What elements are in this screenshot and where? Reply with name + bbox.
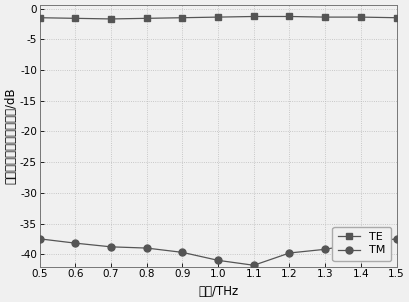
TM bbox=[216, 259, 220, 262]
TM bbox=[144, 246, 149, 250]
TE bbox=[358, 15, 363, 19]
TE bbox=[144, 17, 149, 20]
TE bbox=[109, 17, 114, 21]
TE bbox=[394, 16, 399, 20]
TM bbox=[37, 237, 42, 241]
TM bbox=[394, 237, 399, 241]
Legend: TE, TM: TE, TM bbox=[333, 226, 391, 261]
TE bbox=[216, 15, 220, 19]
Y-axis label: 第二信号输出端输出功率/dB: 第二信号输出端输出功率/dB bbox=[4, 88, 17, 184]
TE bbox=[180, 16, 185, 20]
TM bbox=[252, 263, 256, 267]
X-axis label: 频率/THz: 频率/THz bbox=[198, 285, 238, 298]
TM bbox=[323, 247, 328, 251]
TM bbox=[287, 251, 292, 255]
Line: TM: TM bbox=[36, 235, 400, 269]
TM bbox=[73, 241, 78, 245]
TE bbox=[287, 15, 292, 18]
TE bbox=[323, 15, 328, 19]
TE bbox=[73, 17, 78, 20]
TE bbox=[37, 16, 42, 20]
TM bbox=[358, 241, 363, 245]
TM bbox=[109, 245, 114, 249]
TM bbox=[180, 251, 185, 254]
TE bbox=[252, 15, 256, 18]
Line: TE: TE bbox=[36, 13, 400, 22]
